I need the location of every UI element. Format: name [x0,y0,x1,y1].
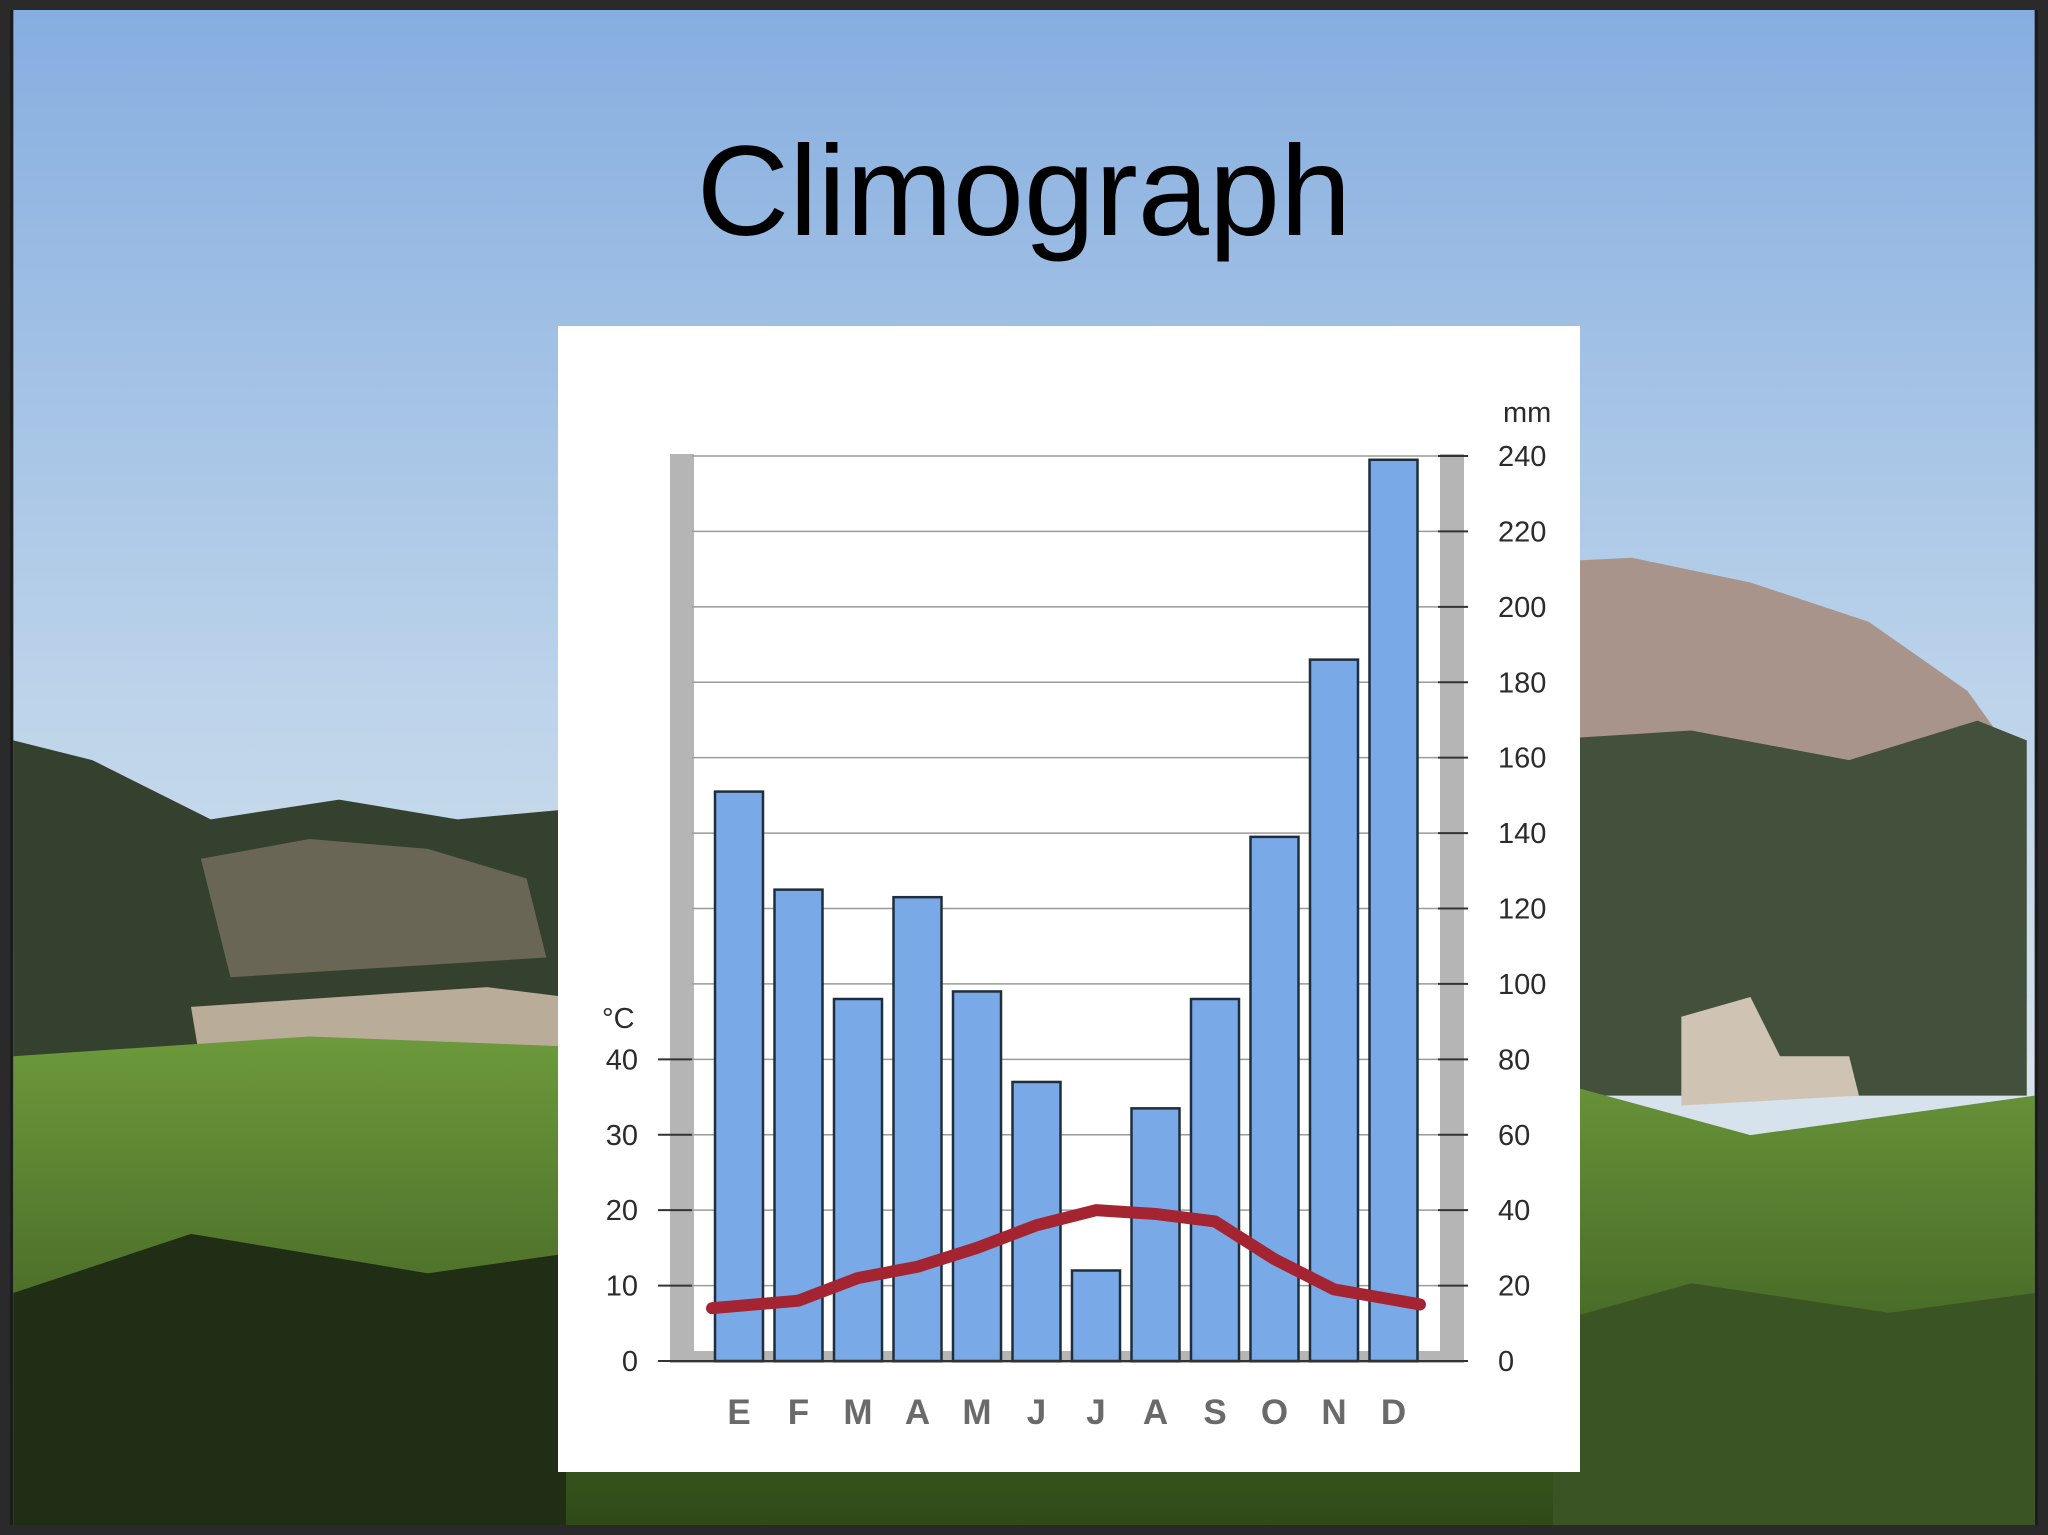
left-axis-tick-label: 30 [606,1120,638,1152]
right-axis-tick-label: 160 [1498,743,1546,775]
right-axis-tick-label: 200 [1498,592,1546,624]
left-mountain-rock [200,839,547,978]
right-axis-tick-label: 60 [1498,1120,1530,1152]
precipitation-bar [1130,1107,1181,1363]
right-axis-tick-label: 220 [1498,516,1546,548]
left-axis-unit-label: °C [602,1003,635,1035]
precipitation-bars [713,458,1419,1363]
left-axis-tick-label: 0 [622,1346,638,1378]
month-label: A [1143,1393,1168,1432]
right-axis-tick-label: 0 [1498,1346,1514,1378]
left-axis-band [670,454,694,1361]
month-label: M [962,1393,991,1432]
month-label: M [843,1393,872,1432]
precipitation-bar [773,888,824,1363]
climograph-panel: 0 20 40 60 80 100 120 140 160 180 200 220 240 mm 0 10 20… [558,326,1580,1472]
dark-trees [13,1233,567,1525]
precipitation-bar [1249,835,1300,1363]
precipitation-bar [713,790,765,1363]
precipitation-bar [832,997,884,1363]
month-label: S [1203,1393,1226,1432]
village-right [1681,996,1859,1106]
right-axis-tick-label: 80 [1498,1044,1530,1076]
precipitation-bar [1368,458,1419,1363]
precipitation-bar [951,990,1003,1363]
temperature-line [706,1204,1426,1315]
right-axis-unit-label: mm [1503,397,1551,429]
right-forest-slope [1533,720,2027,1096]
precipitation-bar [1308,658,1360,1363]
axes [658,455,1468,1362]
right-axis-tick-label: 180 [1498,667,1546,699]
left-axis-tick-label: 40 [606,1044,638,1076]
month-label: J [1086,1393,1105,1432]
right-axis-tick-label: 100 [1498,969,1546,1001]
month-label: A [905,1393,930,1432]
temperature-line-layer [706,1204,1426,1315]
axis-labels: 0 20 40 60 80 100 120 140 160 180 200 220 240 mm 0 10 20… [602,397,1551,1432]
month-label: O [1261,1393,1288,1432]
month-label: E [727,1393,750,1432]
right-axis-tick-label: 120 [1498,894,1546,926]
month-label: F [788,1393,809,1432]
left-axis-tick-label: 20 [606,1195,638,1227]
precipitation-bar [1189,997,1241,1363]
right-axis-tick-label: 20 [1498,1271,1530,1303]
precipitation-bar [1070,1269,1122,1363]
month-label: N [1321,1393,1346,1432]
slide-title: Climograph [696,120,1352,263]
right-axis-tick-label: 40 [1498,1195,1530,1227]
right-axis-tick-label: 240 [1498,441,1546,473]
climograph-chart: 0 20 40 60 80 100 120 140 160 180 200 220 240 mm 0 10 20… [602,397,1551,1432]
precipitation-bar [892,895,943,1363]
left-axis-tick-label: 10 [606,1271,638,1303]
foreground-bushes [1553,1283,2035,1525]
right-axis-tick-label: 140 [1498,818,1546,850]
month-label: D [1381,1393,1406,1432]
month-label: J [1027,1393,1046,1432]
